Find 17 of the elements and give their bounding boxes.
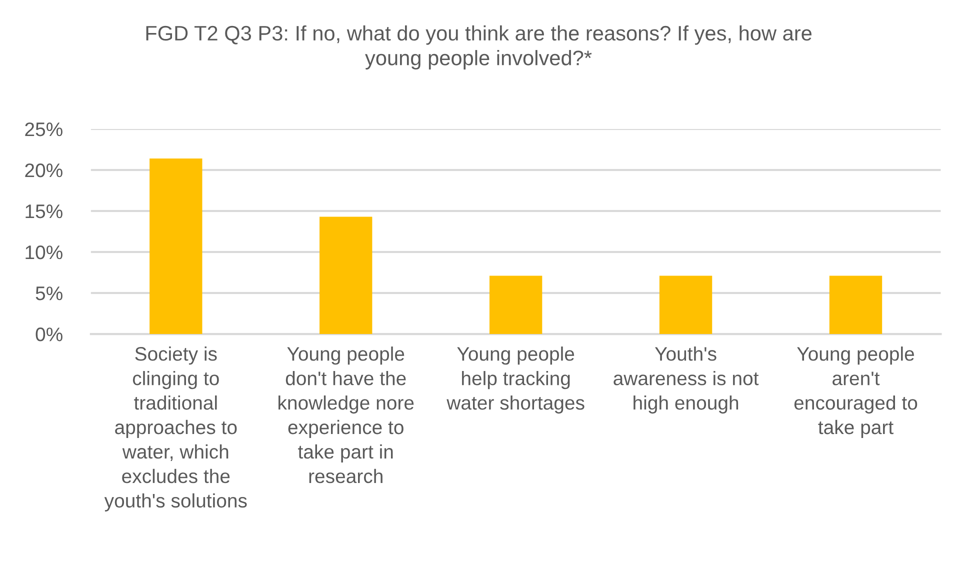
bar xyxy=(659,276,712,334)
y-tick-label: 15% xyxy=(26,204,62,218)
y-tick-label: 10% xyxy=(26,245,62,260)
x-tick-label: Young people help tracking water shortages xyxy=(446,346,584,414)
bar xyxy=(489,276,542,334)
x-tick-label: Young people aren't encouraged to take part xyxy=(794,346,918,438)
y-tick-label: 20% xyxy=(25,163,62,178)
bar xyxy=(829,276,882,334)
y-tick-label: 5% xyxy=(36,286,62,300)
bar xyxy=(150,158,202,334)
y-tick-label: 25% xyxy=(25,122,62,136)
chart-title: FGD T2 Q3 P3: If no, what do you think are the reasons? If yes, how are young people involved?* xyxy=(146,25,812,70)
bar xyxy=(320,216,372,334)
x-tick-label: Young people don't have the knowledge nore experience to take part in research xyxy=(278,346,414,484)
x-tick-label: Youth's awareness is not high enough xyxy=(614,346,759,414)
x-tick-label: Society is clinging to traditional approaches to water, which excludes the youth's solutions xyxy=(104,346,247,512)
y-tick-label: 0% xyxy=(36,327,62,342)
